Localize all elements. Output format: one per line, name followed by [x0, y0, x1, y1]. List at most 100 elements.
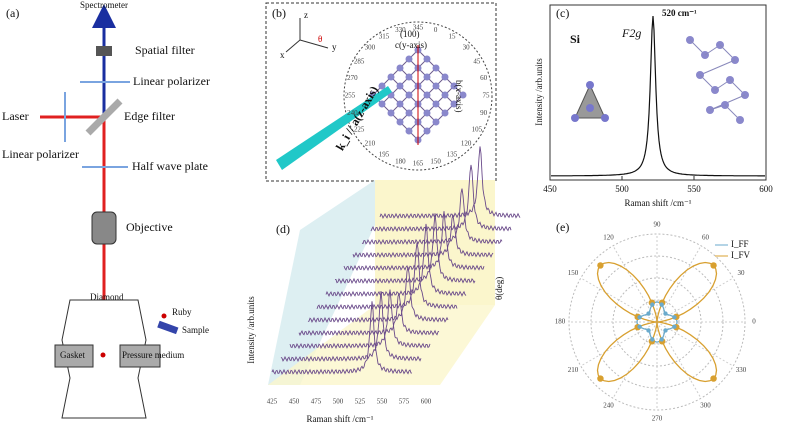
- atom: [432, 118, 440, 126]
- floor: [268, 305, 495, 385]
- point: [650, 337, 655, 342]
- panel-a: (a) Spectrometer Spatial filter Linear p…: [2, 0, 210, 419]
- x-tick-label: 500: [615, 184, 629, 194]
- wave-vector: [276, 86, 392, 170]
- angle-label: 30: [463, 44, 471, 52]
- spectrum: [379, 146, 521, 220]
- spectrum: [551, 15, 765, 177]
- side-plane: [268, 180, 375, 385]
- grid-circle: [568, 233, 746, 411]
- spectrum: [280, 291, 422, 363]
- gasket-block: [54, 344, 94, 368]
- label: Edge filter: [124, 109, 175, 123]
- label: Diamond: [90, 292, 124, 302]
- crystal: [686, 36, 749, 124]
- point: [597, 375, 604, 382]
- atom: [378, 82, 386, 90]
- angle-label: 270: [652, 415, 663, 423]
- axis-title: θ(deg): [494, 277, 504, 300]
- spectrum: [316, 242, 458, 310]
- atom: [441, 73, 449, 81]
- panel-label: (a): [6, 6, 19, 20]
- point: [646, 328, 651, 333]
- legend-entry: I_FF: [731, 239, 749, 249]
- atom: [396, 64, 404, 72]
- angle-label: 30: [738, 269, 746, 277]
- atom: [423, 127, 431, 135]
- spatial-filter: [96, 46, 112, 56]
- point: [659, 337, 664, 342]
- spectrum: [298, 293, 440, 337]
- label: Pressure medium: [122, 350, 184, 360]
- grid-spoke: [656, 321, 734, 367]
- point: [672, 324, 677, 329]
- atom: [405, 73, 413, 81]
- atom: [387, 73, 395, 81]
- spectrum: [335, 213, 476, 285]
- sample-icon: [157, 320, 179, 335]
- angle-label: 195: [379, 150, 390, 158]
- atom: [432, 64, 440, 72]
- grid-spoke: [580, 321, 658, 367]
- angle-label: 315: [379, 33, 390, 41]
- angle-label: 270: [347, 74, 358, 82]
- label: Linear polarizer: [133, 74, 210, 88]
- atom: [432, 100, 440, 108]
- point: [646, 311, 651, 316]
- lattice: [369, 45, 467, 145]
- grid-spoke: [612, 245, 658, 323]
- atom: [387, 109, 395, 117]
- axis-label: x: [280, 50, 285, 60]
- grid-spoke: [612, 321, 658, 399]
- atom: [396, 82, 404, 90]
- atom: [450, 100, 458, 108]
- angle-label: 120: [603, 234, 614, 242]
- spectrum: [352, 214, 494, 259]
- polar-plot: 0 30 60 90 120 150 180 210 240 270 300 330: [555, 221, 757, 423]
- angle-label: 240: [603, 402, 614, 410]
- x-tick-label: 425: [267, 398, 278, 406]
- x-tick-label: 550: [377, 398, 388, 406]
- x-tick-label: 550: [687, 184, 701, 194]
- axis-title: Raman shift /cm⁻¹: [625, 198, 692, 208]
- x-ticks: 425 450 475 500 525 550 575 600: [267, 398, 432, 406]
- angle-label: 60: [702, 234, 710, 242]
- label: Spatial filter: [135, 43, 195, 57]
- angle-label: 15: [449, 33, 457, 41]
- angle-label: 120: [461, 140, 472, 148]
- atom: [405, 109, 413, 117]
- label: Si: [570, 32, 581, 46]
- point: [637, 324, 642, 329]
- spectrum: [289, 289, 431, 350]
- label: Spectrometer: [80, 0, 128, 10]
- angle-label: 150: [568, 269, 579, 277]
- curve: [596, 261, 718, 383]
- angle-symbol: θ: [318, 34, 322, 44]
- legend-entry: I_FV: [731, 250, 751, 260]
- label: Laser: [2, 109, 29, 123]
- x-tick-label: 500: [333, 398, 344, 406]
- label: 520 cm⁻¹: [662, 8, 697, 18]
- atom: [601, 114, 609, 122]
- x-tick-label: 525: [355, 398, 366, 406]
- x-tick-label: 475: [311, 398, 322, 406]
- spectrum: [370, 164, 512, 233]
- grid-spoke: [656, 245, 702, 323]
- angle-label: 60: [480, 74, 488, 82]
- angle-label: 105: [472, 126, 483, 134]
- atom: [586, 104, 594, 112]
- label: Ruby: [172, 307, 192, 317]
- point: [663, 328, 668, 333]
- spectrum: [361, 188, 503, 246]
- angle-label: 345: [413, 24, 424, 32]
- point: [637, 315, 642, 320]
- atom: [423, 73, 431, 81]
- atom: [423, 91, 431, 99]
- atom: [586, 81, 594, 89]
- gasket-block: [119, 344, 161, 368]
- x-tick-label: 450: [289, 398, 300, 406]
- label: Half wave plate: [132, 159, 208, 173]
- atom: [441, 91, 449, 99]
- panel-e: 0 30 60 90 120 150 180 210 240 270 300 330 (e) I_FF…: [555, 220, 757, 423]
